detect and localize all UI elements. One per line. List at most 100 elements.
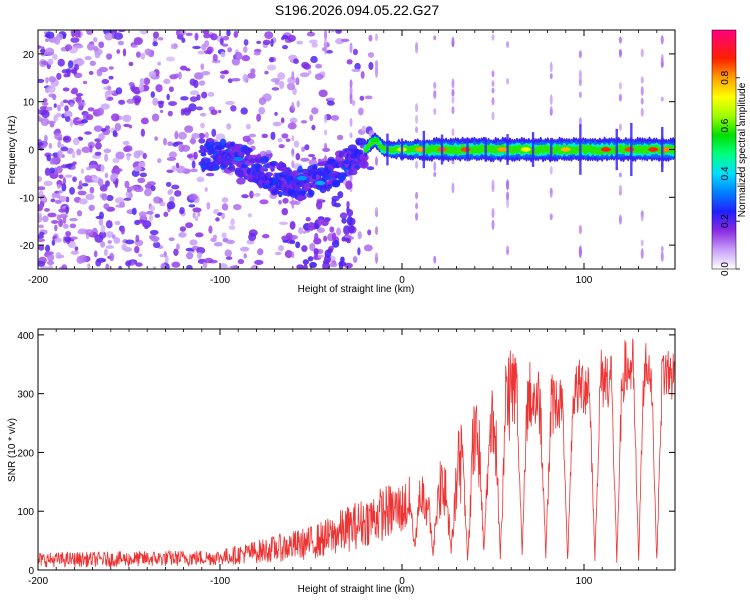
heat-streak [375, 156, 379, 166]
heat-noise-blob [116, 49, 121, 54]
heat-noise-blob [336, 227, 342, 236]
heat-noise-blob [196, 176, 205, 183]
heat-noise-blob [200, 63, 205, 71]
heat-noise-blob [257, 248, 264, 256]
heat-streak [549, 94, 553, 106]
heat-noise-blob [154, 136, 159, 141]
heat-noise-blob [135, 51, 141, 58]
heat-noise-blob [361, 125, 367, 132]
heat-tail-blob [314, 232, 319, 242]
heat-noise-blob [51, 239, 56, 246]
heat-noise-blob [140, 117, 149, 125]
heat-noise-blob [354, 62, 361, 71]
heat-noise-blob [72, 137, 80, 146]
heat-hotspot [497, 147, 508, 152]
heat-tail-blob [315, 200, 323, 210]
heat-noise-blob [152, 241, 161, 249]
heat-noise-blob [107, 90, 112, 96]
heat-noise-blob [234, 51, 243, 61]
heat-noise-blob [162, 137, 168, 146]
heat-noise-blob [242, 73, 248, 83]
heat-streak [433, 90, 437, 98]
heat-noise-blob [296, 100, 300, 108]
heat-noise-blob [172, 142, 179, 147]
heat-noise-blob [203, 33, 211, 39]
heat-noise-blob [76, 148, 82, 156]
heat-spike [422, 130, 426, 169]
heat-noise-blob [67, 60, 74, 69]
heat-streak [324, 38, 328, 47]
heat-noise-blob [42, 215, 49, 223]
heat-noise-blob [122, 140, 130, 146]
heat-noise-blob [236, 177, 246, 185]
heat-hotspot [520, 147, 531, 152]
heat-noise-blob [63, 136, 70, 141]
heat-noise-blob [167, 141, 174, 147]
heat-noise-blob [46, 260, 55, 266]
heat-tail-blob [296, 194, 304, 202]
heat-noise-blob [220, 51, 226, 58]
heat-noise-blob [302, 230, 307, 234]
heat-noise-blob [228, 225, 236, 230]
chart-title: S196.2026.094.05.22.G27 [275, 2, 439, 18]
heat-streak [491, 80, 495, 87]
heat-noise-blob [248, 133, 257, 138]
heat-noise-blob [311, 42, 318, 48]
heat-noise-blob [95, 141, 102, 150]
heat-noise-blob [65, 163, 73, 168]
heat-noise-blob [180, 65, 188, 71]
heat-streak [349, 85, 353, 96]
heat-noise-blob [128, 192, 133, 199]
heat-noise-blob [168, 151, 177, 159]
heat-noise-blob [233, 203, 242, 211]
heat-noise-blob [38, 212, 42, 217]
heat-noise-blob [115, 87, 123, 95]
heat-noise-blob [69, 223, 77, 229]
heat-noise-blob [169, 196, 175, 203]
heat-noise-blob [300, 120, 308, 124]
heat-noise-blob [311, 107, 319, 115]
heat-streak [291, 148, 295, 156]
heat-noise-blob [368, 61, 374, 71]
heat-tail-blob [346, 209, 354, 217]
heat-noise-blob [219, 263, 228, 269]
heat-noise-blob [98, 218, 104, 226]
heat-tail-blob [323, 235, 328, 242]
heat-noise-blob [56, 72, 62, 80]
heat-noise-blob [202, 261, 208, 269]
heat-noise-blob [163, 211, 169, 217]
heat-streak [491, 87, 495, 94]
heat-noise-blob [40, 265, 50, 269]
heat-noise-blob [139, 78, 145, 86]
heat-noise-blob [134, 186, 144, 193]
heat-noise-blob [186, 251, 194, 260]
heat-streak [433, 82, 437, 90]
heat-noise-blob [88, 204, 95, 211]
heat-streak [549, 61, 553, 73]
heat-noise-blob [281, 34, 289, 40]
heat-noise-blob [317, 158, 322, 163]
heat-noise-blob [137, 219, 146, 224]
heat-streak [640, 48, 644, 58]
heat-tail-blob [331, 239, 340, 248]
heat-streak [349, 42, 353, 54]
heat-noise-blob [188, 103, 197, 112]
heat-noise-blob [61, 183, 67, 192]
heat-streak [349, 79, 353, 88]
heat-noise-blob [308, 153, 315, 158]
heat-streak [618, 93, 622, 102]
heat-noise-blob [201, 91, 208, 99]
heat-noise-blob [225, 100, 235, 106]
heat-noise-blob [226, 123, 232, 130]
heat-spike [386, 133, 389, 166]
x-tick-label: -200 [28, 576, 48, 587]
heat-noise-blob [346, 59, 353, 65]
heat-noise-blob [112, 157, 120, 164]
heat-streak [349, 94, 353, 105]
heat-noise-blob [193, 151, 198, 160]
heat-noise-blob [89, 60, 96, 66]
heat-noise-blob [219, 74, 225, 80]
heat-noise-blob [221, 203, 229, 211]
